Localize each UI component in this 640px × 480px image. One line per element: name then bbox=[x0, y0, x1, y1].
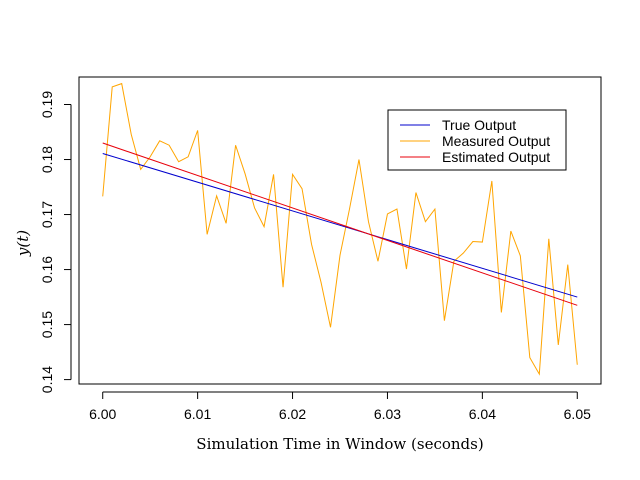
series-line-measured-output bbox=[102, 82, 578, 376]
legend-label: Estimated Output bbox=[442, 149, 550, 165]
y-axis: 0.14 0.15 0.16 0.17 0.18 0.19 bbox=[39, 91, 72, 393]
y-tick-label: 0.17 bbox=[39, 201, 55, 228]
y-tick-label: 0.14 bbox=[39, 366, 55, 393]
x-tick-label: 6.04 bbox=[469, 406, 496, 422]
y-tick-label: 0.16 bbox=[39, 256, 55, 283]
x-axis-title: Simulation Time in Window (seconds) bbox=[196, 435, 483, 453]
legend-label: True Output bbox=[442, 117, 516, 133]
series-line-estimated-output bbox=[102, 142, 578, 306]
x-tick-label: 6.05 bbox=[564, 406, 591, 422]
series-line-true-output bbox=[102, 152, 578, 298]
y-tick-label: 0.15 bbox=[39, 311, 55, 338]
x-tick-label: 6.02 bbox=[279, 406, 306, 422]
y-tick-label: 0.18 bbox=[39, 146, 55, 173]
x-axis: 6.00 6.01 6.02 6.03 6.04 6.05 bbox=[89, 391, 591, 422]
legend-label: Measured Output bbox=[442, 133, 550, 149]
y-axis-title: y(t) bbox=[14, 230, 32, 257]
plot-frame bbox=[78, 76, 602, 385]
x-tick-label: 6.01 bbox=[184, 406, 211, 422]
y-tick-label: 0.19 bbox=[39, 91, 55, 118]
x-tick-label: 6.03 bbox=[374, 406, 401, 422]
x-tick-label: 6.00 bbox=[89, 406, 116, 422]
legend-box bbox=[387, 109, 567, 171]
series-layer bbox=[102, 82, 578, 376]
